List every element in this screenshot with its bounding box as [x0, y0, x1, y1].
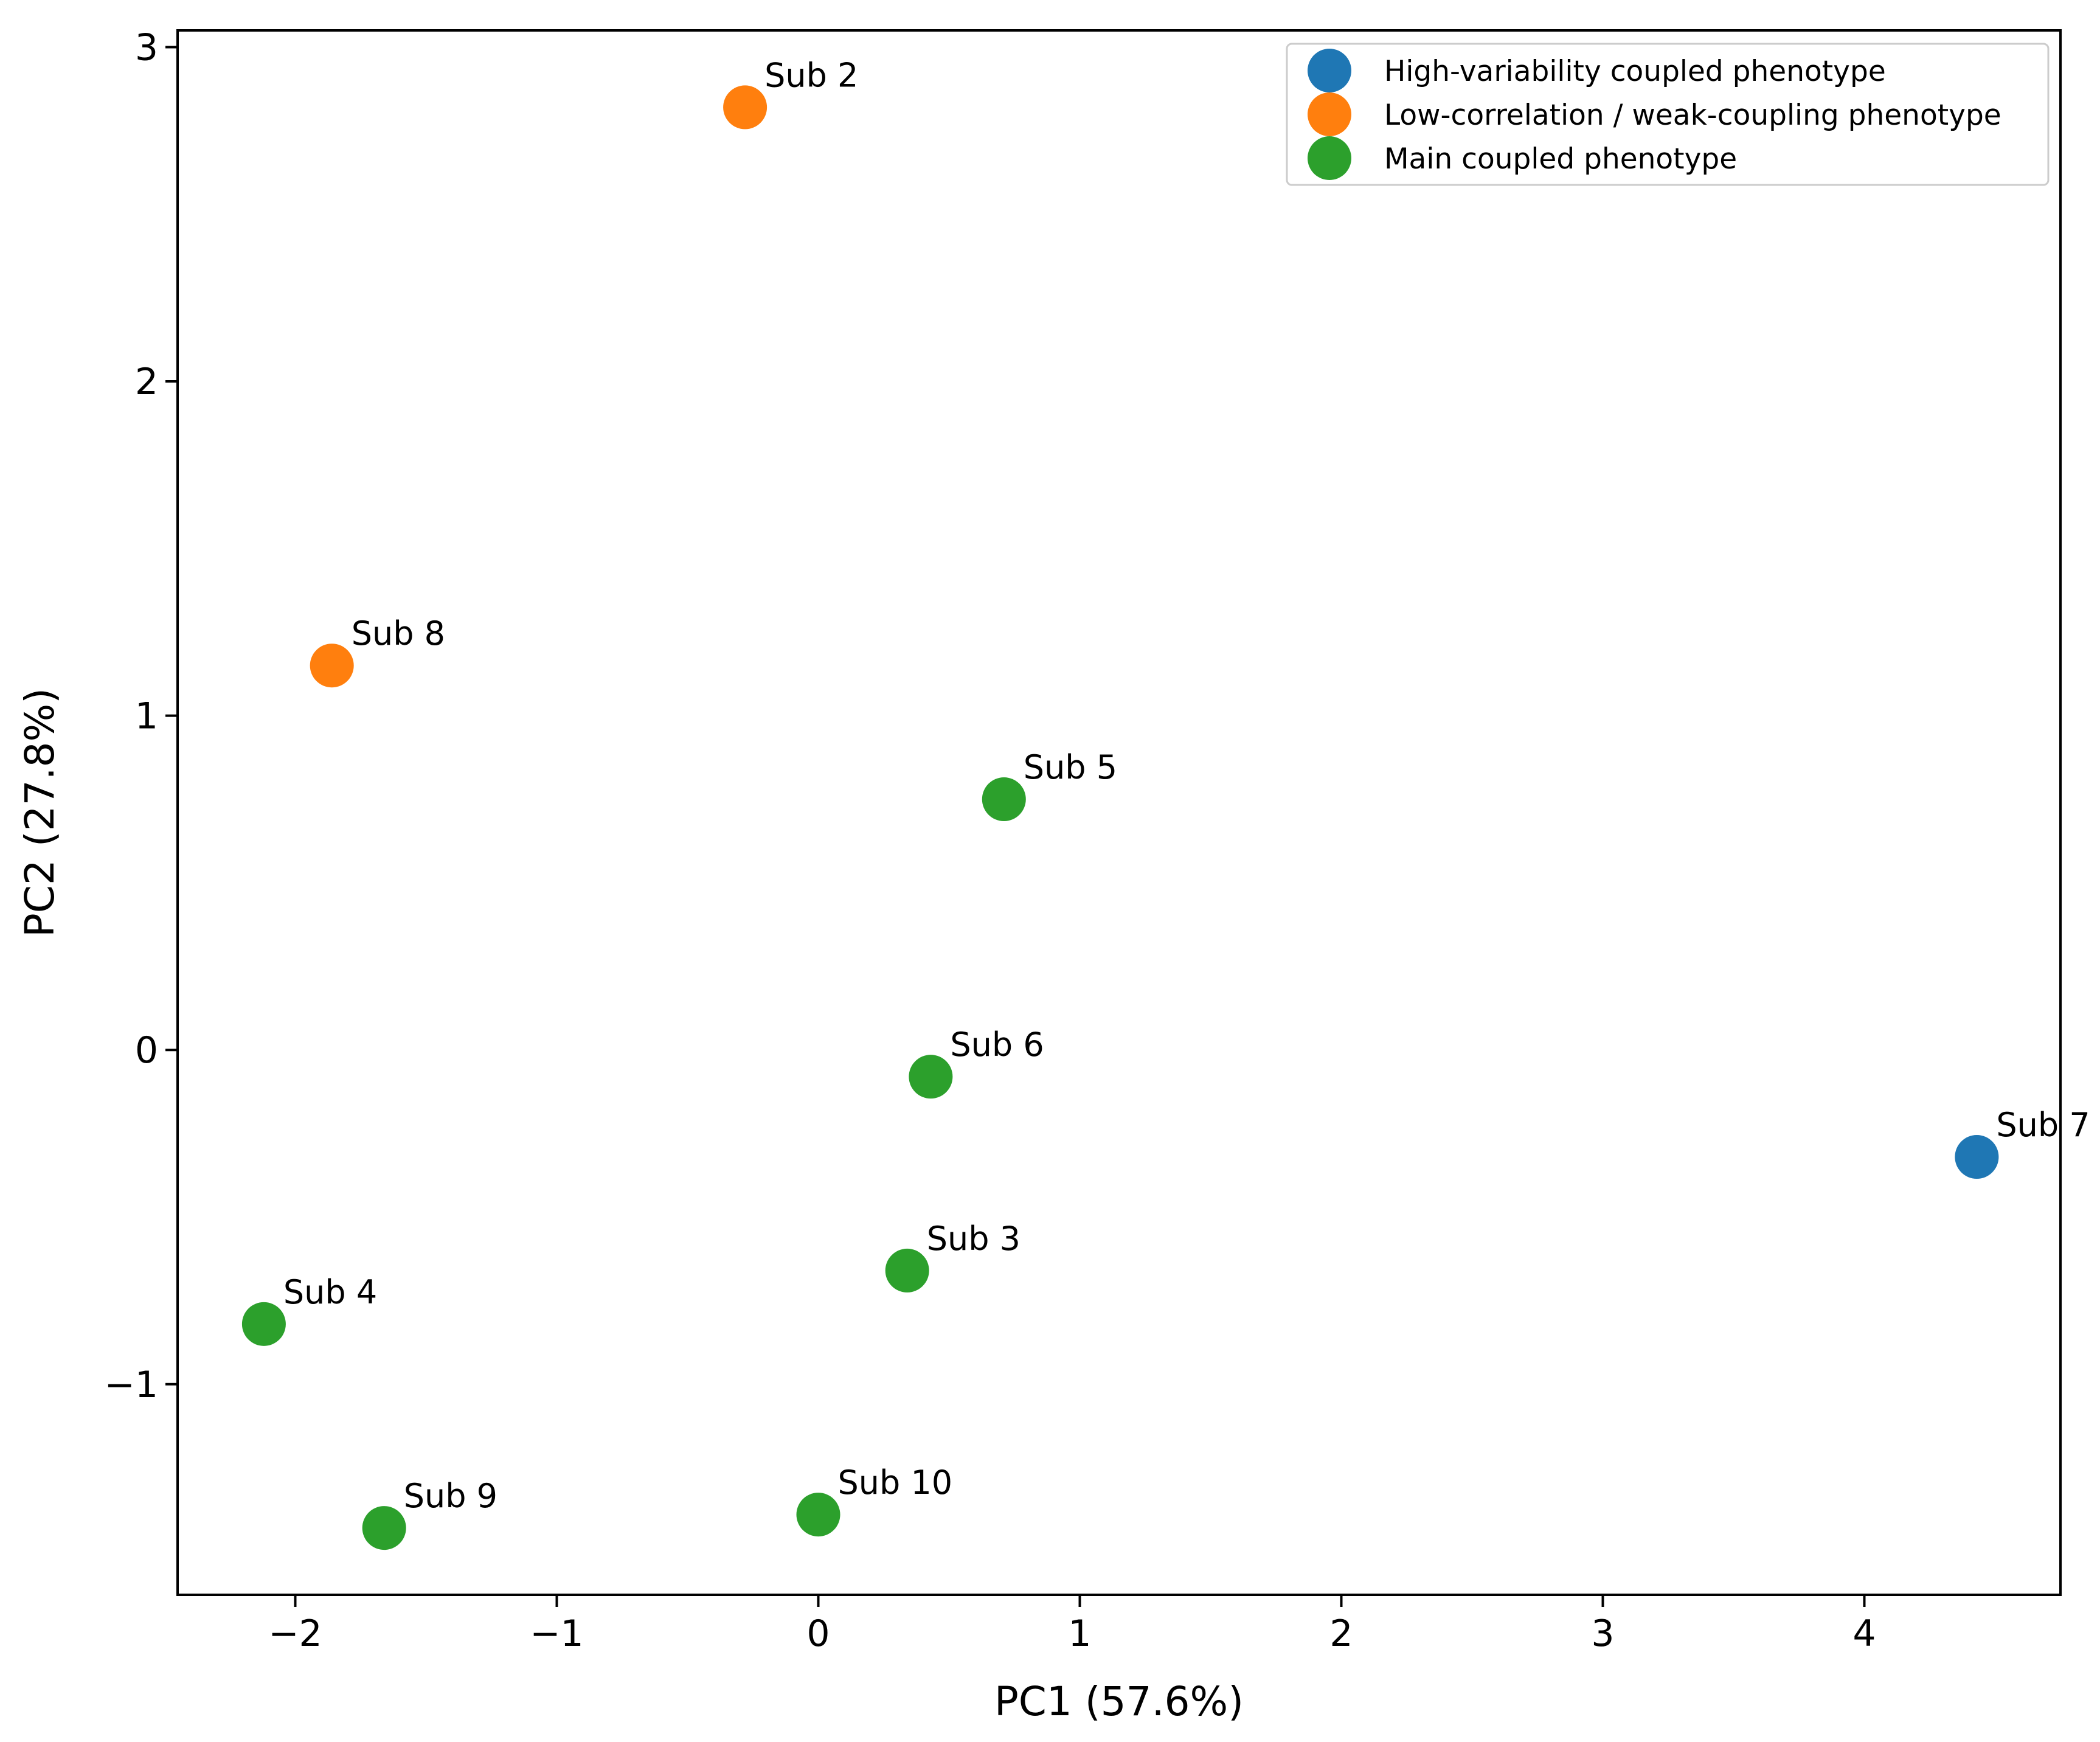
legend-entry-label: High-variability coupled phenotype: [1384, 55, 1886, 88]
data-point: [1955, 1135, 1999, 1179]
x-tick-label: −1: [530, 1612, 583, 1655]
legend-entry-label: Main coupled phenotype: [1384, 142, 1737, 176]
data-point: [796, 1493, 840, 1537]
x-axis-title: PC1 (57.6%): [994, 1678, 1244, 1725]
legend-marker: [1308, 92, 1351, 136]
y-tick-label: 3: [135, 26, 158, 69]
y-tick-label: 1: [135, 695, 158, 738]
x-tick-label: 2: [1329, 1612, 1353, 1655]
data-point: [982, 777, 1026, 822]
point-label: Sub 9: [404, 1477, 497, 1515]
data-point: [885, 1248, 929, 1293]
plot-frame: [176, 29, 2062, 1596]
x-tick-label: 1: [1068, 1612, 1091, 1655]
y-tick-label: 0: [135, 1029, 158, 1072]
data-point: [241, 1302, 286, 1346]
y-axis-title: PC2 (27.8%): [16, 688, 63, 937]
point-label: Sub 4: [283, 1273, 377, 1311]
y-tick-label: −1: [105, 1364, 158, 1406]
points-layer: Sub 7 Sub 2 Sub 8 Sub 5 Sub 6 Sub 3 Sub 4 Sub 9…: [241, 56, 2090, 1550]
point-label: Sub 7: [1996, 1106, 2090, 1144]
point-label: Sub 6: [950, 1025, 1044, 1064]
data-point: [362, 1506, 406, 1550]
point-label: Sub 8: [352, 614, 445, 653]
point-label: Sub 10: [838, 1463, 953, 1502]
y-tick-label: 2: [135, 361, 158, 403]
x-tick-label: −2: [268, 1612, 322, 1655]
point-label: Sub 5: [1024, 748, 1117, 786]
legend: High-variability coupled phenotype Low-co…: [1286, 43, 2050, 186]
data-point: [723, 85, 768, 130]
point-label: Sub 3: [927, 1220, 1021, 1258]
legend-marker: [1308, 49, 1351, 92]
legend-box: [1286, 43, 2050, 186]
legend-marker: [1308, 136, 1351, 180]
x-tick-label: 4: [1852, 1612, 1876, 1655]
x-tick-label: 3: [1591, 1612, 1614, 1655]
x-tick-label: 0: [806, 1612, 830, 1655]
data-point: [310, 644, 354, 688]
data-point: [909, 1055, 953, 1099]
point-label: Sub 2: [764, 56, 858, 94]
ticks-layer: −2 −1 0 1 2 3 4 −1 0 1 2 3: [105, 26, 1876, 1655]
legend-entry-label: Low-correlation / weak-coupling phenotyp…: [1384, 99, 2001, 132]
